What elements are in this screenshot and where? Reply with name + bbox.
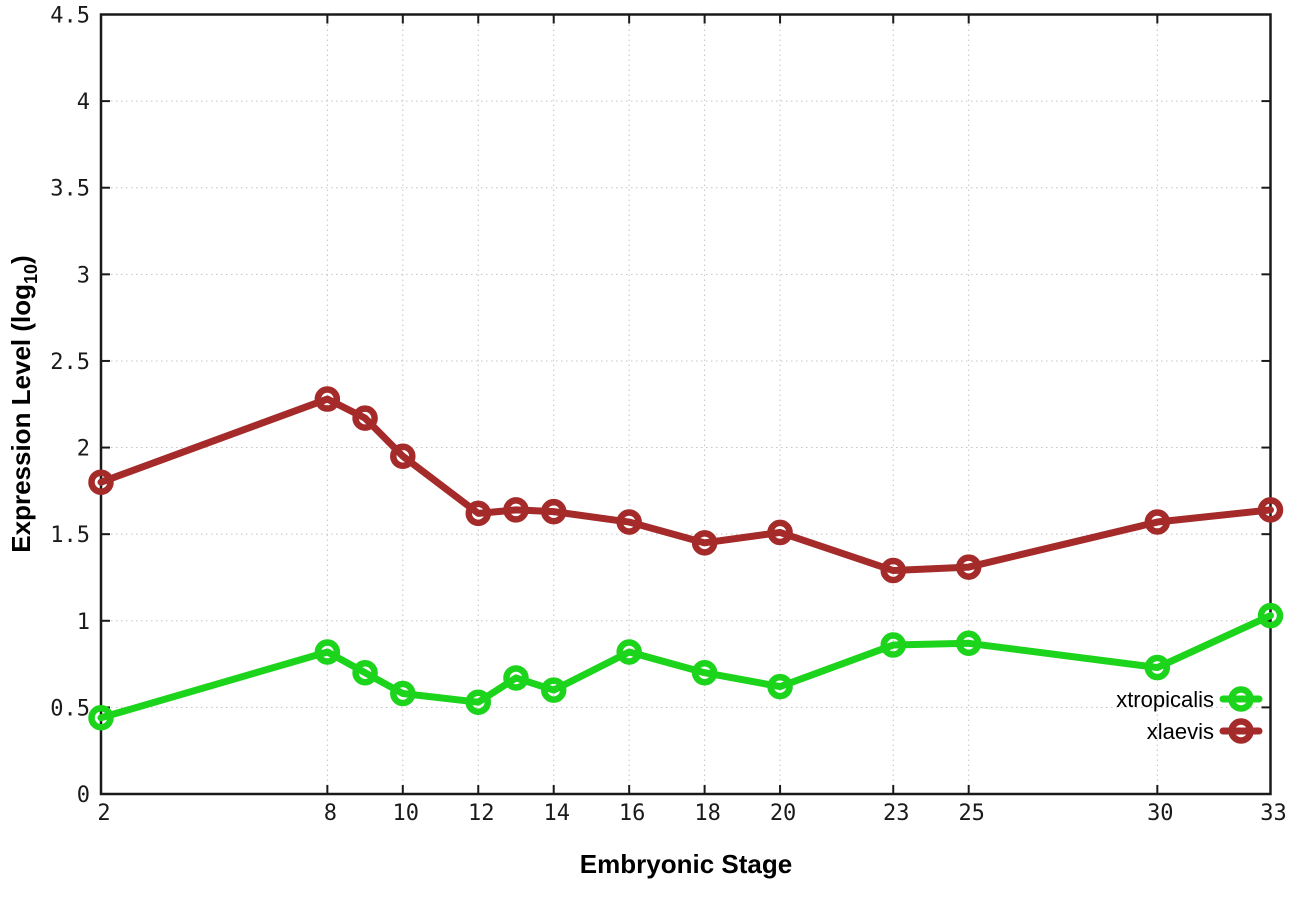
- x-tick-label: 8: [324, 801, 337, 826]
- x-tick-label: 14: [543, 801, 570, 826]
- data-point-marker: [88, 705, 114, 731]
- data-point-marker: [390, 680, 416, 707]
- x-tick-label: 16: [619, 801, 646, 826]
- legend-label: xtropicalis: [1116, 687, 1214, 712]
- y-tick-label: 0: [77, 783, 90, 808]
- data-point-marker: [314, 386, 341, 412]
- legend-sample-marker: [1228, 686, 1254, 712]
- data-point-marker: [691, 659, 718, 686]
- data-series: [88, 386, 1284, 731]
- y-axis-title-subscript: 10: [21, 264, 41, 284]
- x-tick-label: 2: [97, 801, 110, 826]
- series-line: [97, 395, 1274, 575]
- data-point-marker: [314, 639, 341, 665]
- y-tick-label: 2.5: [50, 350, 90, 375]
- data-point-marker: [691, 530, 718, 556]
- axes: 2 8 10 12 14 16 18 20 23 25 30 33 0 0.5 1 1.5 2 2.5 3 3.5 4 4…: [50, 4, 1287, 827]
- x-tick-label: 23: [883, 801, 910, 826]
- x-tick-label: 18: [694, 801, 721, 826]
- legend-sample-marker: [1228, 718, 1254, 744]
- gridlines: [101, 14, 1271, 794]
- data-point-marker: [1144, 654, 1171, 681]
- y-tick-label: 2: [77, 437, 90, 462]
- data-point-marker: [352, 405, 378, 431]
- x-tick-label: 33: [1260, 801, 1287, 826]
- y-tick-label: 1: [77, 610, 90, 635]
- y-tick-label: 1.5: [50, 523, 90, 548]
- x-axis-title: Embryonic Stage: [580, 849, 792, 879]
- legend-item-xlaevis: xlaevis: [1147, 718, 1263, 744]
- data-point-marker: [767, 519, 793, 546]
- series-line: [97, 612, 1274, 722]
- y-tick-label: 3.5: [50, 177, 90, 202]
- data-point-marker: [465, 689, 492, 715]
- x-tick-label: 20: [770, 801, 797, 826]
- legend-label: xlaevis: [1147, 719, 1214, 744]
- y-tick-label: 4.5: [50, 4, 90, 29]
- data-point-marker: [616, 509, 642, 535]
- data-point-marker: [352, 659, 378, 686]
- data-point-marker: [955, 630, 982, 657]
- data-point-marker: [1257, 602, 1284, 629]
- data-point-marker: [1144, 509, 1171, 535]
- legend: xtropicalis xlaevis: [1116, 686, 1263, 744]
- data-point-marker: [540, 677, 567, 703]
- y-tick-label: 4: [77, 90, 90, 115]
- y-axis-title: Expression Level (log10): [6, 255, 41, 552]
- data-point-marker: [1257, 497, 1284, 523]
- series-xlaevis: [88, 386, 1284, 584]
- data-point-marker: [616, 639, 642, 665]
- y-tick-label: 3: [77, 263, 90, 288]
- y-axis-title-end: ): [6, 255, 36, 264]
- data-point-marker: [540, 498, 567, 525]
- data-point-marker: [390, 443, 416, 469]
- plot-border: [99, 13, 1272, 796]
- series-xtropicalis: [88, 602, 1284, 731]
- legend-item-xtropicalis: xtropicalis: [1116, 686, 1263, 712]
- y-tick-label: 0.5: [50, 696, 90, 721]
- x-tick-label: 25: [958, 801, 985, 826]
- data-point-marker: [955, 554, 982, 580]
- data-point-marker: [465, 500, 492, 527]
- y-axis-title-main: Expression Level (log: [6, 284, 36, 553]
- x-tick-label: 10: [393, 801, 420, 826]
- data-point-marker: [767, 673, 793, 700]
- data-point-marker: [88, 469, 114, 495]
- data-point-marker: [880, 632, 906, 658]
- data-point-marker: [503, 497, 529, 523]
- data-point-marker: [880, 557, 906, 584]
- data-point-marker: [503, 665, 529, 691]
- x-tick-label: 30: [1147, 801, 1174, 826]
- x-tick-label: 12: [468, 801, 495, 826]
